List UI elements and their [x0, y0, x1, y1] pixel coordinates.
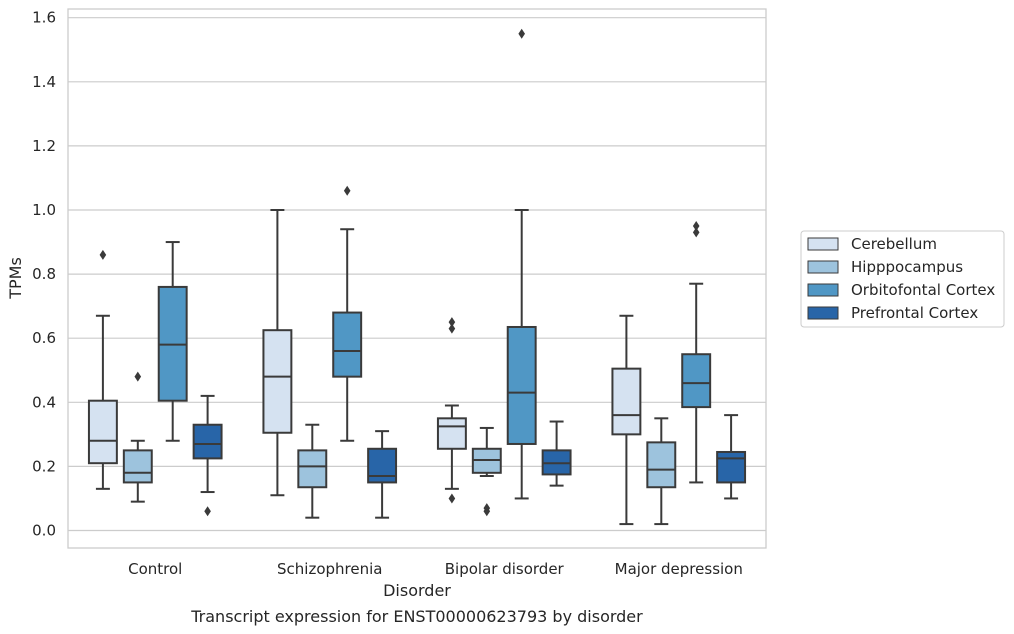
box-3-2	[541, 420, 572, 487]
y-tick-label: 0.6	[32, 329, 56, 347]
legend-frame	[800, 230, 1005, 328]
y-tick-label: 0.2	[32, 457, 56, 475]
iqr-box	[262, 329, 293, 434]
outlier-point	[448, 323, 456, 334]
x-tick-label: Schizophrenia	[277, 560, 382, 578]
x-tick-label: Major depression	[615, 560, 743, 578]
box-2-3	[681, 221, 712, 484]
box-0-1	[262, 209, 293, 497]
legend-swatch	[807, 306, 839, 320]
legend-label: Cerebellum	[851, 235, 937, 253]
plot-boxes	[87, 28, 747, 526]
iqr-box	[646, 441, 677, 489]
legend-swatch	[807, 260, 839, 274]
legend-swatch	[807, 237, 839, 251]
x-axis-label: Disorder	[383, 581, 451, 600]
box-2-1	[332, 185, 363, 442]
y-tick-label: 0.4	[32, 393, 56, 411]
y-tick-label: 1.6	[32, 9, 56, 27]
outlier-point	[518, 28, 525, 39]
iqr-box	[367, 447, 398, 484]
y-tick-label: 1.2	[32, 137, 56, 155]
legend-label: Orbitofontal Cortex	[851, 281, 995, 299]
y-tick-label: 0.0	[32, 522, 56, 540]
x-tick-label: Bipolar disorder	[445, 560, 565, 578]
box-2-2	[506, 28, 537, 500]
plot-frame	[67, 8, 767, 549]
y-tick-label: 1.4	[32, 73, 56, 91]
outlier-point	[448, 493, 456, 504]
box-1-1	[297, 423, 328, 519]
iqr-box	[681, 353, 712, 409]
outlier-point	[692, 221, 700, 232]
iqr-box	[192, 423, 223, 460]
iqr-box	[297, 449, 328, 489]
y-tick-labels: 0.0 0.2 0.4 0.6 0.8 1.0 1.2 1.4 1.6	[32, 9, 56, 540]
chart-caption: Transcript expression for ENST0000062379…	[190, 607, 643, 626]
outlier-point	[692, 227, 700, 238]
iqr-box	[332, 311, 363, 378]
outlier-point	[483, 503, 491, 514]
iqr-box	[122, 449, 153, 484]
x-tick-label: Control	[128, 560, 182, 578]
box-1-3	[646, 417, 677, 526]
box-0-0	[87, 249, 118, 490]
legend-swatch	[807, 283, 839, 297]
outlier-point	[204, 506, 211, 517]
y-tick-label: 1.0	[32, 201, 56, 219]
box-1-0	[122, 371, 153, 503]
iqr-box	[716, 450, 747, 484]
box-0-3	[611, 314, 642, 526]
box-2-0	[157, 241, 188, 442]
legend-label: Hipppocampus	[851, 258, 963, 276]
outlier-point	[448, 317, 456, 328]
box-0-2	[436, 317, 467, 504]
box-3-3	[716, 414, 747, 500]
legend: Cerebellum Hipppocampus Orbitofontal Corte…	[800, 230, 1005, 328]
iqr-box	[87, 399, 118, 465]
iqr-box	[506, 325, 537, 445]
box-3-1	[367, 430, 398, 519]
outlier-point	[134, 371, 142, 382]
iqr-box	[611, 367, 642, 436]
legend-label: Prefrontal Cortex	[851, 304, 978, 322]
outlier-point	[99, 249, 107, 260]
box-1-2	[471, 426, 502, 517]
y-axis-label: TPMs	[6, 257, 25, 300]
iqr-box	[436, 417, 467, 450]
box-3-0	[192, 394, 223, 517]
outlier-point	[343, 185, 351, 196]
x-tick-labels: Control Schizophrenia Bipolar disorder Majo…	[128, 560, 743, 578]
y-tick-label: 0.8	[32, 265, 56, 283]
